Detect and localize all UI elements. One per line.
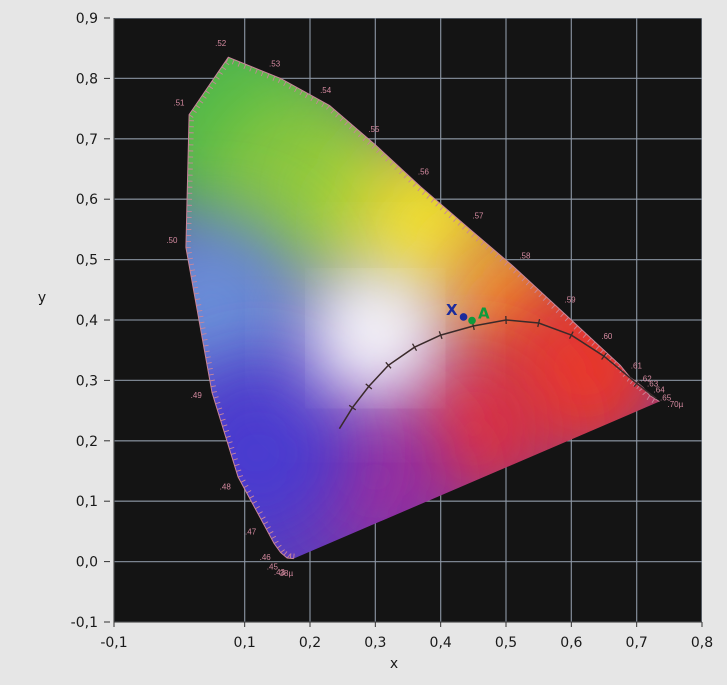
wavelength-label: .58 xyxy=(519,251,531,260)
x-tick-label: 0,7 xyxy=(626,635,648,651)
x-tick-label: -0,1 xyxy=(100,635,127,651)
wavelength-label: .50 xyxy=(166,236,178,245)
y-tick-label: 0,9 xyxy=(76,11,98,27)
y-tick-label: 0,0 xyxy=(76,555,98,571)
y-tick-label: 0,5 xyxy=(76,253,98,269)
x-tick-label: 0,8 xyxy=(691,635,713,651)
y-tick-label: 0,1 xyxy=(76,494,98,510)
y-tick-label: -0,1 xyxy=(71,615,98,631)
wavelength-label: .53 xyxy=(269,60,281,69)
point-a-marker xyxy=(468,317,476,325)
wavelength-label: .46 xyxy=(260,553,272,562)
gamut-color-blob xyxy=(340,303,410,373)
x-tick-label: 0,5 xyxy=(495,635,517,651)
y-axis-label: y xyxy=(38,290,46,306)
y-tick-label: 0,7 xyxy=(76,132,98,148)
wavelength-label: .55 xyxy=(368,125,380,134)
x-tick-label: 0,3 xyxy=(364,635,386,651)
y-tick-label: 0,6 xyxy=(76,192,98,208)
point-x-marker xyxy=(460,313,468,321)
x-tick-label: 0,4 xyxy=(430,635,452,651)
wavelength-label: .48 xyxy=(220,482,232,491)
wavelength-label: .45 xyxy=(267,562,279,571)
wavelength-label: .59 xyxy=(564,296,576,305)
y-tick-label: 0,2 xyxy=(76,434,98,450)
y-tick-label: 0,3 xyxy=(76,373,98,389)
y-tick-label: 0,4 xyxy=(76,313,98,329)
x-tick-label: 0,6 xyxy=(560,635,582,651)
wavelength-label: .47 xyxy=(245,527,257,536)
point-a-label: A xyxy=(478,305,490,323)
wavelength-label: .52 xyxy=(215,39,227,48)
x-tick-label: 0,2 xyxy=(299,635,321,651)
wavelength-label: .61 xyxy=(631,362,643,371)
point-x-label: X xyxy=(446,301,458,319)
wavelength-label: .54 xyxy=(320,86,332,95)
wavelength-label: .70µ xyxy=(667,400,683,409)
wavelength-label: .51 xyxy=(173,98,185,107)
x-axis-label: x xyxy=(390,656,398,672)
wavelength-label: .57 xyxy=(472,211,484,220)
x-tick-label: 0,1 xyxy=(234,635,256,651)
wavelength-label: .49 xyxy=(191,391,203,400)
wavelength-label: .60 xyxy=(601,332,613,341)
wavelength-label: .56 xyxy=(418,167,430,176)
y-tick-label: 0,8 xyxy=(76,71,98,87)
